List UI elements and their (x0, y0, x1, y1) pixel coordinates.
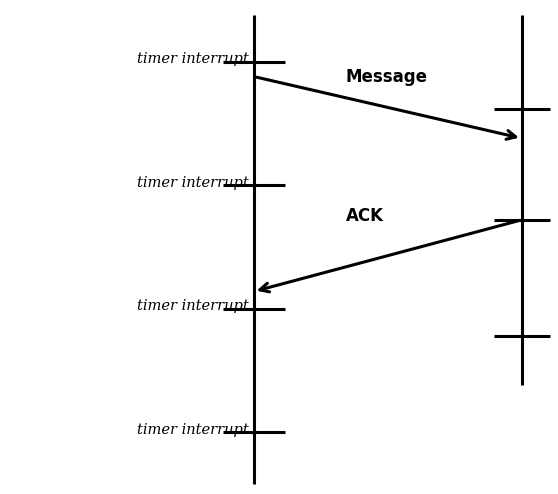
Text: timer interrupt: timer interrupt (137, 423, 248, 437)
Text: ACK: ACK (346, 207, 384, 225)
Text: timer interrupt: timer interrupt (137, 176, 248, 190)
Text: timer interrupt: timer interrupt (137, 52, 248, 66)
Text: timer interrupt: timer interrupt (137, 299, 248, 313)
Text: Message: Message (346, 69, 428, 86)
